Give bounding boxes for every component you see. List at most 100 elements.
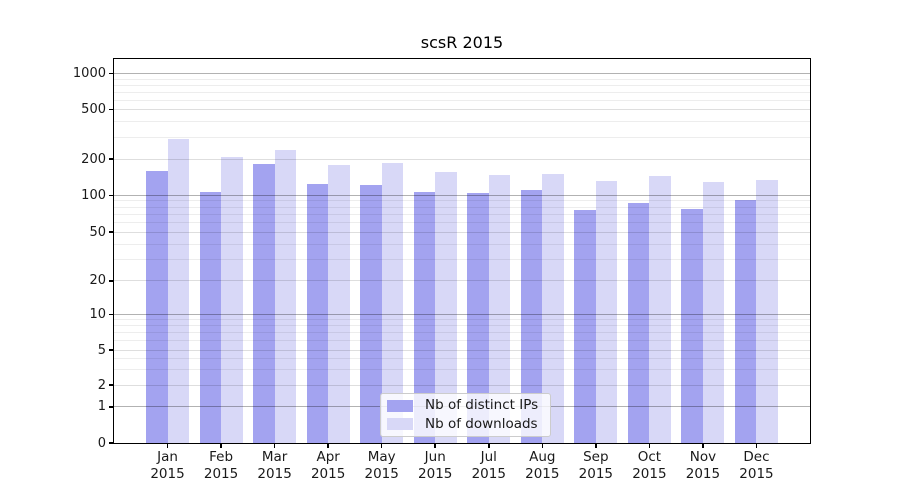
- y-tick: [108, 313, 114, 316]
- gridline-labeled: [114, 158, 810, 160]
- x-tick: [166, 443, 169, 448]
- x-tick: [541, 443, 544, 448]
- x-tick: [273, 443, 276, 448]
- y-tick: [108, 158, 114, 160]
- bar-downloads: [542, 173, 564, 443]
- y-tick: [108, 280, 114, 282]
- gridline-minor: [114, 213, 810, 215]
- bar-distinct-ips: [413, 191, 436, 443]
- y-tick: [108, 442, 114, 444]
- gridline-minor: [114, 91, 810, 93]
- y-tick-label: 500: [81, 102, 106, 118]
- gridline-minor: [114, 369, 810, 371]
- legend-row: Nb of downloads: [387, 416, 542, 433]
- x-tick-label: Mar 2015: [257, 449, 292, 482]
- y-tick-label: 1000: [72, 66, 106, 82]
- x-tick-label: Sep 2015: [578, 449, 614, 482]
- bar-downloads: [221, 156, 243, 443]
- gridline-minor: [114, 243, 810, 245]
- y-tick: [108, 231, 114, 233]
- y-tick-label: 50: [89, 224, 106, 240]
- bar-distinct-ips: [306, 184, 329, 443]
- y-tick-label: 100: [81, 187, 106, 203]
- x-tick-label: May 2015: [364, 449, 399, 482]
- y-tick-label: 1: [97, 399, 106, 415]
- y-tick-label: 10: [89, 306, 106, 322]
- legend-row: Nb of distinct IPs: [387, 397, 542, 414]
- gridline-labeled: [114, 349, 810, 351]
- gridline-decade: [114, 73, 810, 75]
- bar-distinct-ips: [467, 192, 489, 443]
- gridline-minor: [114, 358, 810, 360]
- gridline-minor: [114, 99, 810, 101]
- gridline-minor: [114, 319, 810, 321]
- gridline-labeled: [114, 384, 810, 386]
- gridline-labeled: [114, 280, 810, 282]
- bar-distinct-ips: [360, 184, 382, 443]
- legend-label: Nb of distinct IPs: [425, 397, 539, 414]
- chart-title: scsR 2015: [420, 33, 504, 52]
- x-tick-label: Dec 2015: [739, 449, 774, 482]
- x-tick: [755, 443, 758, 448]
- bar-distinct-ips: [574, 209, 596, 443]
- x-tick-label: Jun 2015: [418, 449, 453, 482]
- bar-distinct-ips: [520, 190, 543, 443]
- y-tick-label: 5: [97, 342, 106, 358]
- gridline-minor: [114, 340, 810, 342]
- bar-distinct-ips: [627, 202, 650, 443]
- x-tick-label: Jan 2015: [150, 449, 185, 482]
- x-tick-label: Nov 2015: [685, 449, 721, 482]
- bar-downloads: [595, 181, 618, 443]
- x-tick: [380, 443, 383, 448]
- y-tick: [108, 108, 114, 111]
- y-tick-label: 200: [81, 151, 106, 167]
- gridline-labeled: [114, 231, 810, 233]
- y-tick-label: 20: [89, 273, 106, 289]
- legend-swatch-distinct-ips: [387, 399, 413, 412]
- gridline-minor: [114, 332, 810, 334]
- bar-distinct-ips: [734, 200, 757, 443]
- x-tick-label: Oct 2015: [632, 449, 667, 482]
- gridline-minor: [114, 136, 810, 138]
- y-tick: [108, 72, 114, 75]
- x-tick: [434, 443, 436, 448]
- x-tick-label: Feb 2015: [203, 449, 239, 482]
- gridline-decade: [114, 194, 810, 196]
- y-tick-label: 0: [97, 435, 106, 451]
- gridline-minor: [114, 200, 810, 202]
- x-tick: [702, 443, 704, 448]
- x-tick: [595, 443, 597, 448]
- bar-distinct-ips: [146, 170, 168, 443]
- gridline-minor: [114, 258, 810, 260]
- y-tick: [108, 384, 114, 386]
- y-tick: [108, 349, 114, 351]
- gridline-minor: [114, 121, 810, 123]
- legend-swatch-downloads: [387, 418, 413, 431]
- gridline-minor: [114, 206, 810, 208]
- gridline-minor: [114, 221, 810, 223]
- gridline-labeled: [114, 109, 810, 111]
- x-tick: [220, 443, 222, 448]
- bar-downloads: [488, 174, 511, 443]
- legend: Nb of distinct IPs Nb of downloads: [380, 393, 551, 437]
- bar-downloads: [702, 182, 725, 443]
- y-tick: [108, 406, 114, 408]
- y-tick-label: 2: [97, 377, 106, 393]
- gridline-minor: [114, 84, 810, 86]
- gridline-minor: [114, 78, 810, 80]
- bar-downloads: [167, 139, 190, 443]
- x-tick-label: Jul 2015: [471, 449, 506, 482]
- bar-distinct-ips: [681, 209, 703, 443]
- bar-downloads: [649, 175, 671, 443]
- gridline-decade: [114, 313, 810, 315]
- bar-downloads: [435, 172, 457, 443]
- x-tick: [648, 443, 651, 448]
- bar-downloads: [756, 180, 778, 443]
- gridline-minor: [114, 325, 810, 327]
- x-tick-label: Apr 2015: [310, 449, 346, 482]
- bar-downloads: [381, 163, 404, 443]
- bar-distinct-ips: [253, 164, 275, 443]
- legend-label: Nb of downloads: [425, 415, 538, 432]
- y-tick: [108, 194, 114, 197]
